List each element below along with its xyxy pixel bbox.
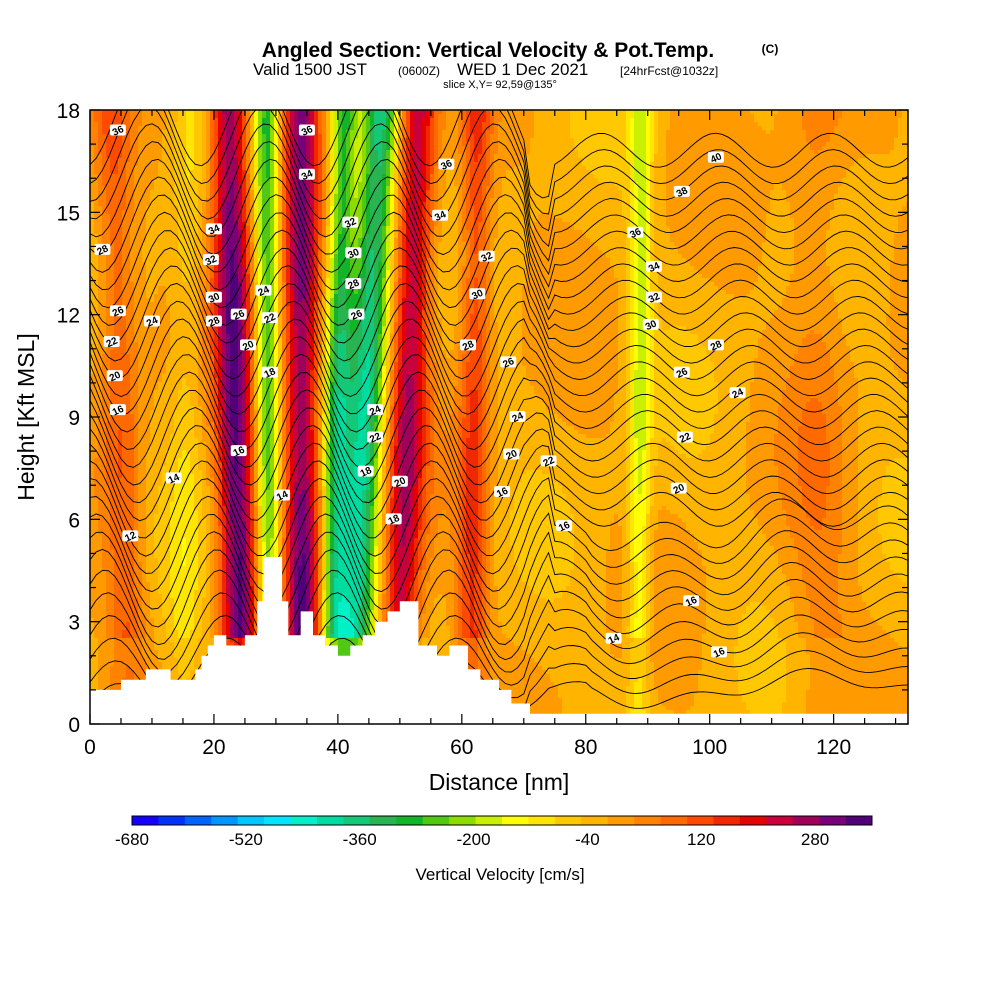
colorbar-tick-label: 120 — [687, 830, 715, 849]
colorbar-swatch — [185, 816, 212, 825]
colorbar-swatch — [238, 816, 265, 825]
colorbar-swatch — [343, 816, 370, 825]
x-axis-title: Distance [nm] — [429, 769, 570, 795]
colorbar-swatch — [528, 816, 555, 825]
colorbar-swatch — [423, 816, 450, 825]
colorbar: -680 -520 -360 -200 -40 120 280 — [115, 816, 872, 849]
plot-area — [90, 70, 911, 726]
colorbar-swatch — [766, 816, 793, 825]
y-tick-label: 6 — [68, 509, 80, 532]
copyright-mark: (C) — [762, 42, 779, 56]
colorbar-tick-label: -40 — [575, 830, 600, 849]
y-tick-label: 3 — [68, 612, 80, 635]
colorbar-swatch — [581, 816, 608, 825]
colorbar-tick-label: 280 — [801, 830, 829, 849]
y-tick-label: 9 — [68, 407, 80, 430]
x-tick-label: 0 — [84, 736, 96, 759]
colorbar-swatch — [555, 816, 582, 825]
colorbar-swatch — [740, 816, 767, 825]
colorbar-tick-label: -200 — [457, 830, 491, 849]
colorbar-swatch — [317, 816, 344, 825]
colorbar-swatch — [608, 816, 635, 825]
colorbar-title: Vertical Velocity [cm/s] — [415, 865, 584, 884]
slice-info: slice X,Y= 92,59@135° — [443, 79, 557, 91]
colorbar-tick-label: -680 — [115, 830, 149, 849]
y-axis-title: Height [Kft MSL] — [13, 333, 39, 500]
colorbar-tick-label: -520 — [229, 830, 263, 849]
valid-date: WED 1 Dec 2021 — [457, 60, 588, 79]
valid-time-jst: Valid 1500 JST — [253, 60, 367, 79]
colorbar-swatch — [291, 816, 318, 825]
colorbar-swatch — [819, 816, 846, 825]
colorbar-swatch — [396, 816, 423, 825]
forecast-info: [24hrFcst@1032z] — [620, 64, 718, 78]
chart-subtitle: Valid 1500 JST (0600Z) WED 1 Dec 2021 [2… — [253, 60, 718, 79]
x-tick-label: 80 — [574, 736, 597, 759]
y-tick-label: 15 — [57, 202, 80, 225]
x-tick-label: 100 — [692, 736, 727, 759]
colorbar-swatch — [211, 816, 238, 825]
colorbar-swatch — [502, 816, 529, 825]
x-tick-label: 60 — [450, 736, 473, 759]
colorbar-swatch — [846, 816, 873, 825]
y-tick-label: 12 — [57, 305, 80, 328]
colorbar-swatch — [793, 816, 820, 825]
colorbar-swatch — [476, 816, 503, 825]
chart-title: Angled Section: Vertical Velocity & Pot.… — [262, 39, 714, 62]
colorbar-swatch — [264, 816, 291, 825]
colorbar-swatch — [687, 816, 714, 825]
y-tick-label: 18 — [57, 100, 80, 123]
x-tick-label: 120 — [816, 736, 851, 759]
colorbar-swatch — [449, 816, 476, 825]
colorbar-swatch — [661, 816, 688, 825]
x-tick-label: 40 — [326, 736, 349, 759]
x-tick-label: 20 — [202, 736, 225, 759]
colorbar-swatch — [158, 816, 185, 825]
colorbar-swatch — [713, 816, 740, 825]
colorbar-swatch — [370, 816, 397, 825]
y-tick-label: 0 — [68, 714, 80, 737]
valid-time-utc: (0600Z) — [398, 64, 440, 78]
colorbar-swatch — [634, 816, 661, 825]
colorbar-tick-label: -360 — [343, 830, 377, 849]
colorbar-swatch — [132, 816, 159, 825]
